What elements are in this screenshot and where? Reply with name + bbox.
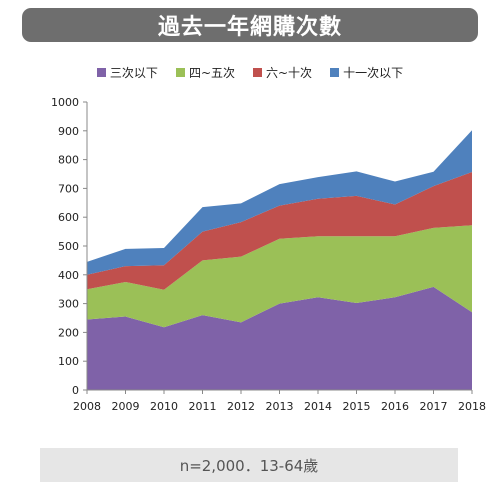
area-series-3 (87, 171, 472, 290)
x-tick-label: 2008 (73, 400, 101, 413)
sample-note-text: n=2,000．13-64歲 (179, 456, 319, 475)
legend-swatch (330, 68, 340, 77)
legend-item: 六~十次 (253, 64, 312, 81)
y-tick-label: 400 (58, 269, 79, 282)
legend-item: 三次以下 (96, 64, 158, 81)
area-series-2 (87, 225, 472, 328)
area-series-1 (87, 286, 472, 390)
y-tick-label: 300 (58, 298, 79, 311)
legend-item: 四~五次 (175, 64, 235, 81)
y-tick-label: 600 (58, 211, 79, 224)
x-tick-label: 2010 (150, 400, 178, 413)
legend-label: 四~五次 (188, 66, 235, 80)
y-tick-label: 0 (72, 384, 79, 397)
x-tick-label: 2018 (458, 400, 486, 413)
y-tick-label: 900 (58, 125, 79, 138)
legend-label: 三次以下 (109, 66, 158, 80)
area-series-4 (87, 130, 472, 275)
x-tick-label: 2011 (189, 400, 217, 413)
legend-label: 十一次以下 (343, 66, 404, 80)
x-tick-label: 2016 (381, 400, 409, 413)
x-tick-label: 2013 (266, 400, 294, 413)
x-tick-label: 2012 (227, 400, 255, 413)
chart-title: 過去一年網購次數 (157, 15, 342, 40)
x-tick-label: 2015 (343, 400, 371, 413)
title-banner: 過去一年網購次數 (22, 8, 478, 42)
x-tick-label: 2014 (304, 400, 332, 413)
y-tick-label: 500 (58, 240, 79, 253)
legend-item: 十一次以下 (330, 64, 403, 81)
y-tick-label: 200 (58, 326, 79, 339)
y-tick-label: 100 (58, 355, 79, 368)
sample-note: n=2,000．13-64歲 (40, 448, 458, 482)
y-tick-label: 800 (58, 154, 79, 167)
legend: 三次以下 四~五次 六~十次 十一次以下 (0, 64, 500, 81)
legend-swatch (96, 68, 106, 77)
legend-swatch (175, 68, 185, 77)
y-tick-label: 1000 (51, 96, 79, 109)
y-tick-label: 700 (58, 182, 79, 195)
legend-swatch (253, 68, 262, 77)
x-tick-label: 2017 (420, 400, 448, 413)
legend-label: 六~十次 (266, 66, 313, 80)
stacked-area-chart: 0 100 200 300 400 500 600 700 800 900 1000 2008 2009… (51, 96, 486, 413)
x-tick-label: 2009 (112, 400, 140, 413)
